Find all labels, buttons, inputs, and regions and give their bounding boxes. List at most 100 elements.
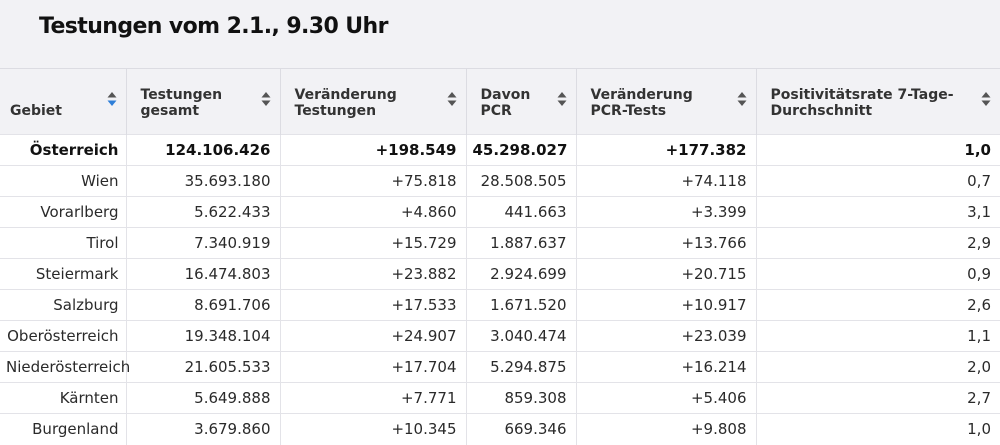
cell-gebiet: Oberösterreich: [0, 321, 126, 352]
cell-testungen-gesamt: 16.474.803: [126, 259, 280, 290]
sort-down-arrow: [261, 101, 270, 107]
cell-veraenderung-testungen: +17.704: [280, 352, 466, 383]
cell-testungen-gesamt: 8.691.706: [126, 290, 280, 321]
sort-up-arrow: [557, 92, 566, 98]
cell-veraenderung-pcr-tests: +20.715: [576, 259, 756, 290]
cell-veraenderung-pcr-tests: +16.214: [576, 352, 756, 383]
cell-positivitaetsrate: 2,7: [756, 383, 1000, 414]
cell-veraenderung-pcr-tests: +74.118: [576, 166, 756, 197]
cell-testungen-gesamt: 7.340.919: [126, 228, 280, 259]
cell-gebiet: Wien: [0, 166, 126, 197]
column-header-veraenderung-testungen[interactable]: Veränderung Testungen: [280, 69, 466, 135]
cell-davon-pcr: 3.040.474: [466, 321, 576, 352]
cell-veraenderung-testungen: +10.345: [280, 414, 466, 445]
title-bar: Testungen vom 2.1., 9.30 Uhr: [0, 0, 1000, 68]
cell-positivitaetsrate: 1,0: [756, 414, 1000, 445]
sort-icon[interactable]: [107, 91, 117, 107]
sort-up-arrow: [447, 92, 456, 98]
column-header-positivitaetsrate[interactable]: Positivitätsrate 7-Tage-Durchschnitt: [756, 69, 1000, 135]
cell-veraenderung-pcr-tests: +9.808: [576, 414, 756, 445]
cell-testungen-gesamt: 5.622.433: [126, 197, 280, 228]
cell-davon-pcr: 441.663: [466, 197, 576, 228]
cell-davon-pcr: 1.671.520: [466, 290, 576, 321]
cell-positivitaetsrate: 3,1: [756, 197, 1000, 228]
column-header-label: Testungen gesamt: [141, 87, 280, 119]
cell-testungen-gesamt: 5.649.888: [126, 383, 280, 414]
cell-testungen-gesamt: 19.348.104: [126, 321, 280, 352]
sort-icon[interactable]: [557, 91, 567, 107]
cell-positivitaetsrate: 0,9: [756, 259, 1000, 290]
cell-positivitaetsrate: 1,1: [756, 321, 1000, 352]
cell-testungen-gesamt: 21.605.533: [126, 352, 280, 383]
column-header-davon-pcr[interactable]: Davon PCR: [466, 69, 576, 135]
cell-gebiet: Salzburg: [0, 290, 126, 321]
sort-icon[interactable]: [447, 91, 457, 107]
column-header-veraenderung-pcr-tests[interactable]: Veränderung PCR-Tests: [576, 69, 756, 135]
cell-gebiet: Tirol: [0, 228, 126, 259]
sort-up-arrow: [737, 92, 746, 98]
table-header: Gebiet Testungen gesamt Veränderung Testun…: [0, 69, 1000, 135]
cell-davon-pcr: 669.346: [466, 414, 576, 445]
sort-up-arrow: [261, 92, 270, 98]
cell-veraenderung-testungen: +75.818: [280, 166, 466, 197]
column-header-label: Positivitätsrate 7-Tage-Durchschnitt: [771, 87, 1000, 119]
cell-veraenderung-pcr-tests: +3.399: [576, 197, 756, 228]
cell-gebiet: Steiermark: [0, 259, 126, 290]
sort-icon[interactable]: [737, 91, 747, 107]
cell-davon-pcr: 2.924.699: [466, 259, 576, 290]
sort-down-arrow: [107, 101, 116, 107]
data-table: Gebiet Testungen gesamt Veränderung Testun…: [0, 68, 1000, 445]
cell-positivitaetsrate: 0,7: [756, 166, 1000, 197]
cell-positivitaetsrate: 2,6: [756, 290, 1000, 321]
sort-down-arrow: [557, 101, 566, 107]
cell-veraenderung-pcr-tests: +177.382: [576, 135, 756, 166]
sort-down-arrow: [982, 101, 991, 107]
cell-gebiet: Österreich: [0, 135, 126, 166]
sort-icon[interactable]: [981, 91, 991, 107]
column-header-label: Veränderung Testungen: [295, 87, 466, 119]
sort-icon[interactable]: [261, 91, 271, 107]
cell-veraenderung-pcr-tests: +13.766: [576, 228, 756, 259]
sort-up-arrow: [107, 92, 116, 98]
cell-veraenderung-testungen: +23.882: [280, 259, 466, 290]
column-header-testungen-gesamt[interactable]: Testungen gesamt: [126, 69, 280, 135]
cell-gebiet: Vorarlberg: [0, 197, 126, 228]
cell-veraenderung-pcr-tests: +23.039: [576, 321, 756, 352]
cell-veraenderung-testungen: +198.549: [280, 135, 466, 166]
page-title: Testungen vom 2.1., 9.30 Uhr: [39, 14, 1000, 39]
cell-gebiet: Niederösterreich: [0, 352, 126, 383]
cell-veraenderung-testungen: +4.860: [280, 197, 466, 228]
cell-veraenderung-testungen: +7.771: [280, 383, 466, 414]
sort-down-arrow: [447, 101, 456, 107]
cell-testungen-gesamt: 35.693.180: [126, 166, 280, 197]
cell-davon-pcr: 5.294.875: [466, 352, 576, 383]
column-header-gebiet[interactable]: Gebiet: [0, 69, 126, 135]
cell-positivitaetsrate: 1,0: [756, 135, 1000, 166]
cell-davon-pcr: 1.887.637: [466, 228, 576, 259]
cell-testungen-gesamt: 124.106.426: [126, 135, 280, 166]
sort-up-arrow: [982, 92, 991, 98]
cell-gebiet: Kärnten: [0, 383, 126, 414]
cell-davon-pcr: 45.298.027: [466, 135, 576, 166]
cell-veraenderung-testungen: +24.907: [280, 321, 466, 352]
cell-testungen-gesamt: 3.679.860: [126, 414, 280, 445]
sort-down-arrow: [737, 101, 746, 107]
cell-positivitaetsrate: 2,9: [756, 228, 1000, 259]
header-row: Gebiet Testungen gesamt Veränderung Testun…: [0, 69, 1000, 135]
cell-gebiet: Burgenland: [0, 414, 126, 445]
cell-davon-pcr: 859.308: [466, 383, 576, 414]
cell-veraenderung-pcr-tests: +10.917: [576, 290, 756, 321]
cell-positivitaetsrate: 2,0: [756, 352, 1000, 383]
column-header-label: Veränderung PCR-Tests: [591, 87, 756, 119]
